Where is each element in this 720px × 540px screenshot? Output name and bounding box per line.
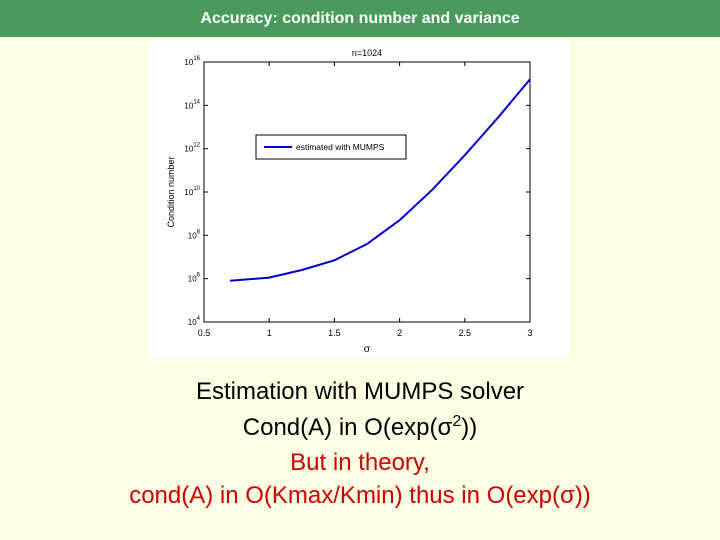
caption-line-3: But in theory,	[290, 449, 430, 476]
y-tick-label: 1010	[184, 186, 200, 197]
y-tick-label: 1012	[184, 143, 200, 154]
y-axis-label: Condition number	[166, 156, 176, 227]
caption-line-4-suffix: ))	[574, 482, 591, 509]
y-tick-label: 106	[188, 273, 201, 284]
condition-number-chart: 0.5 1 1.5 2 2.5 3 104 106 108 1010 1012 1014 1016 n=1…	[166, 48, 533, 355]
caption-line-2: Cond(A) in O(exp(σ2))	[0, 413, 720, 442]
x-tick-label: 1	[267, 328, 272, 338]
y-tick-label: 1016	[184, 56, 200, 67]
exponent-two: 2	[452, 413, 462, 430]
sigma-symbol: σ	[437, 414, 453, 441]
caption-line-4: cond(A) in O(Kmax/Kmin) thus in O(exp(σ)…	[0, 482, 720, 510]
caption-line-2-suffix: ))	[461, 414, 478, 441]
caption-line-1: Estimation with MUMPS solver	[195, 378, 525, 405]
caption-line-4-prefix: cond(A) in O(Kmax/Kmin) thus in O(exp(	[129, 482, 560, 509]
x-axis-label: σ	[364, 344, 371, 355]
slide-title: Accuracy: condition number and variance	[200, 9, 520, 27]
x-tick-label: 1.5	[328, 328, 341, 338]
sigma-symbol: σ	[560, 482, 575, 509]
x-tick-label: 0.5	[198, 328, 211, 338]
x-tick-label: 2	[397, 328, 402, 338]
y-tick-label: 108	[188, 229, 201, 240]
x-tick-label: 2.5	[459, 328, 472, 338]
chart-title: n=1024	[352, 48, 382, 58]
series-line	[230, 78, 531, 282]
y-tick-label: 1014	[184, 99, 200, 110]
x-tick-label: 3	[527, 328, 532, 338]
plot-area	[203, 61, 531, 323]
chart-panel: 0.5 1 1.5 2 2.5 3 104 106 108 1010 1012 1014 1016 n=1…	[148, 40, 570, 358]
title-bar: Accuracy: condition number and variance	[0, 0, 720, 37]
y-tick-label: 104	[188, 316, 201, 327]
legend-label: estimated with MUMPS	[296, 142, 385, 152]
caption-line-2-prefix: Cond(A) in O(exp(	[242, 414, 438, 441]
